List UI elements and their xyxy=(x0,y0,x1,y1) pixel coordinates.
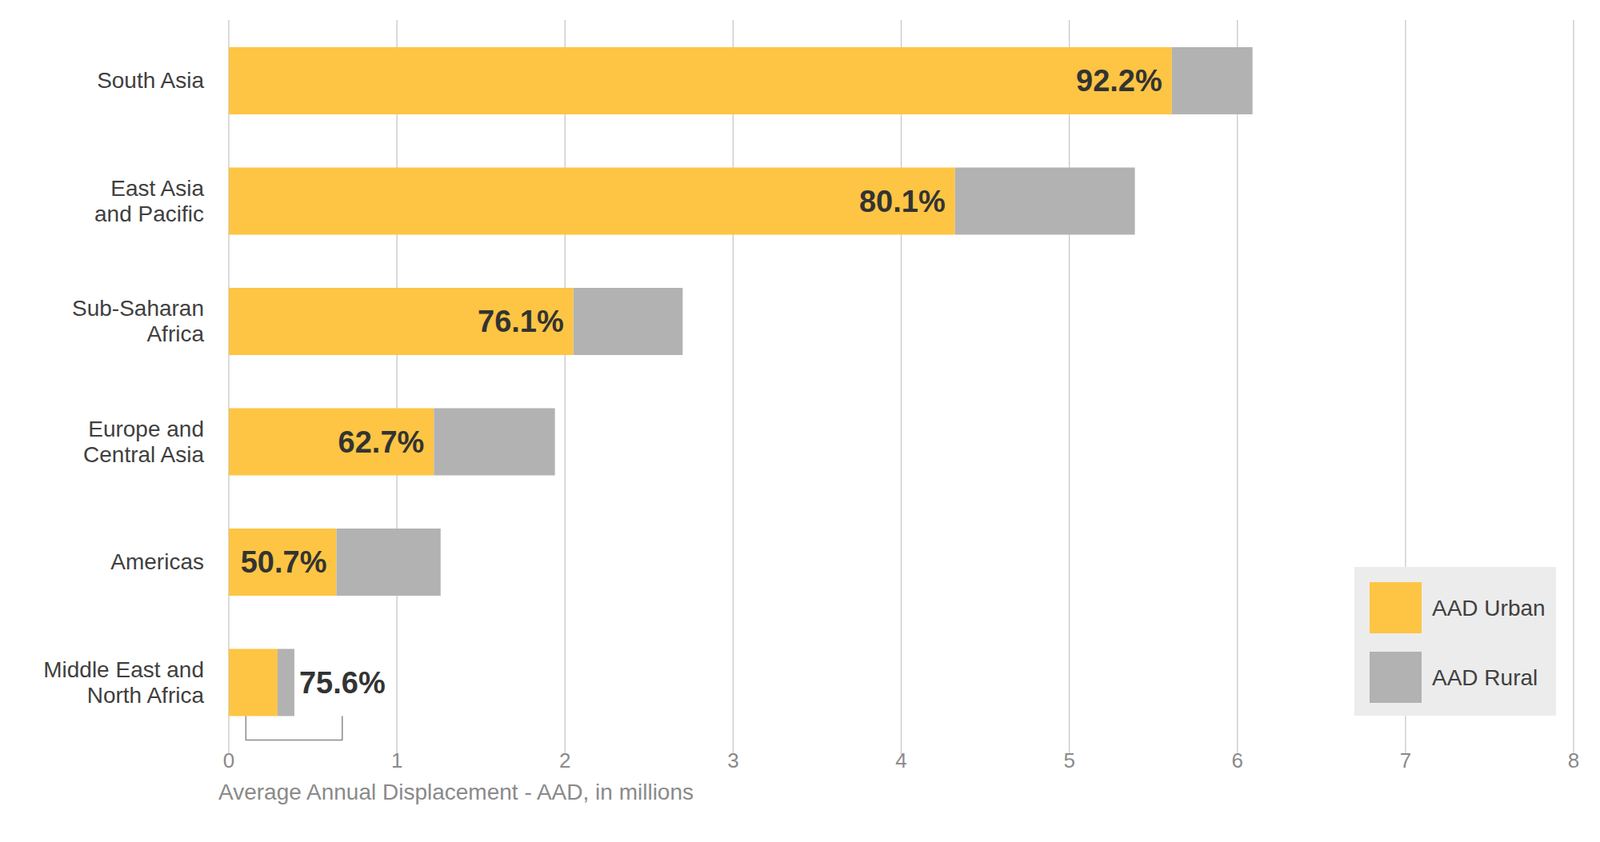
category-label: Middle East andNorth Africa xyxy=(43,657,204,708)
bar xyxy=(573,288,684,356)
tick-label: 6 xyxy=(1232,748,1244,773)
bar xyxy=(228,47,1172,115)
bar xyxy=(955,168,1136,236)
legend-label: AAD Urban xyxy=(1432,596,1546,621)
category-label-line: East Asia xyxy=(110,176,204,201)
tick-label: 2 xyxy=(559,748,571,773)
tick-label: 0 xyxy=(223,748,235,773)
category-label: Sub-SaharanAfrica xyxy=(72,296,204,347)
bar xyxy=(228,649,278,717)
category-label-line: Central Asia xyxy=(83,442,204,468)
bar xyxy=(228,408,434,476)
bar xyxy=(277,649,295,717)
legend-swatch xyxy=(1369,582,1422,634)
bar xyxy=(228,528,336,596)
legend-label: AAD Rural xyxy=(1432,665,1538,691)
tick-label: 8 xyxy=(1568,748,1580,773)
annotation: 92.2% xyxy=(1076,64,1163,98)
category-label-line: Europe and xyxy=(88,416,204,442)
category-label-line: and Pacific xyxy=(94,201,204,227)
bar xyxy=(433,408,555,476)
bar xyxy=(228,288,574,356)
grid-line xyxy=(396,20,397,756)
legend-swatch xyxy=(1369,652,1422,704)
category-label: East Asiaand Pacific xyxy=(94,176,204,227)
grid-line xyxy=(564,20,566,756)
bars xyxy=(228,47,1253,717)
category-label-line: Africa xyxy=(146,321,204,347)
annotation: 76.1% xyxy=(477,304,564,339)
axis-label: Average Annual Displacement - AAD, in mi… xyxy=(218,780,694,805)
category-label-line: South Asia xyxy=(96,68,204,93)
category-label: South Asia xyxy=(96,68,204,93)
bar xyxy=(228,168,956,236)
annotation-bracket xyxy=(245,716,342,741)
grid-line xyxy=(900,20,902,756)
category-label-line: Sub-Saharan xyxy=(72,296,204,321)
tick-label: 5 xyxy=(1063,748,1075,773)
category-label-line: North Africa xyxy=(87,683,205,708)
grid-line xyxy=(1236,20,1238,756)
grid-line xyxy=(732,20,734,756)
tick-label: 1 xyxy=(391,748,403,773)
annotation: 50.7% xyxy=(240,545,328,580)
annotation: 80.1% xyxy=(859,184,946,219)
category-label: Americas xyxy=(110,549,204,575)
tick-label: 7 xyxy=(1400,748,1412,773)
legend: AAD Urban AAD Rural xyxy=(1354,567,1556,716)
bar xyxy=(336,528,440,596)
chart: 0 1 2 3 4 5 6 7 8 South Asia East Asiaand Pacific S… xyxy=(0,0,1600,842)
grid-line xyxy=(1572,20,1574,756)
annotation: 62.7% xyxy=(338,425,425,460)
category-label-line: Middle East and xyxy=(43,657,204,683)
tick-label: 3 xyxy=(727,748,739,773)
bar xyxy=(1172,47,1253,115)
grid-line xyxy=(1068,20,1070,756)
tick-label: 4 xyxy=(895,748,907,773)
category-label: Europe andCentral Asia xyxy=(83,416,204,468)
grid-line xyxy=(228,20,229,756)
legend-box xyxy=(1354,567,1556,716)
category-label-line: Americas xyxy=(110,549,204,575)
annotation: 75.6% xyxy=(299,666,386,700)
